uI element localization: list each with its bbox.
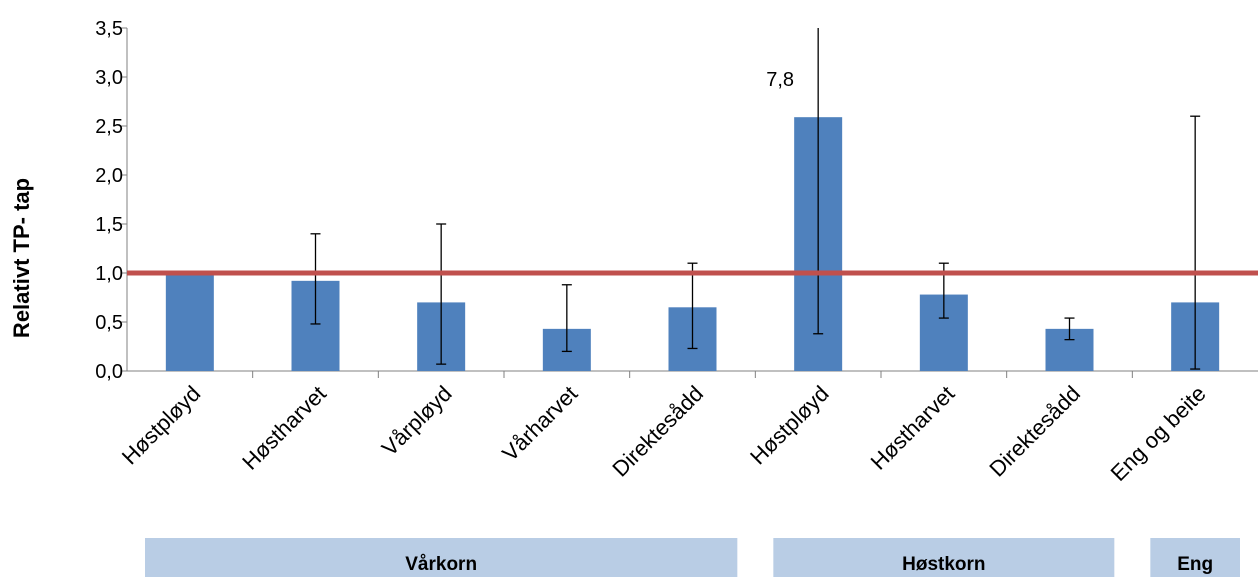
category-group-label: Eng: [1177, 554, 1213, 575]
category-label: Eng og beite: [1106, 381, 1211, 486]
y-tick-label: 2,0: [95, 165, 123, 187]
category-label: Høstpløyd: [745, 381, 834, 470]
y-axis-title: Relativt TP- tap: [9, 178, 34, 338]
y-tick-label: 2,5: [95, 116, 123, 138]
bars: [165, 117, 1220, 372]
y-tick-label: 3,5: [95, 18, 123, 40]
annotations: 7,8: [766, 69, 794, 91]
category-group-label: Høstkorn: [902, 554, 985, 575]
category-label: Høstharvet: [866, 381, 960, 475]
category-group-bands: Vårkorn Høstkorn Eng: [145, 538, 1240, 577]
x-axis-labels: Høstpløyd Høstharvet Vårpløyd Vårharvet Dire…: [117, 381, 1211, 486]
y-axis-ticks: 0,0 0,5 1,0 1,5 2,0 2,5 3,0 3,5: [95, 18, 127, 383]
category-group-band: [145, 538, 738, 577]
y-tick-label: 1,0: [95, 263, 123, 285]
y-tick-label: 3,0: [95, 67, 123, 89]
x-axis-ticks: [252, 371, 1133, 378]
category-label: Direktesådd: [984, 381, 1085, 482]
category-label: Direktesådd: [607, 381, 708, 482]
y-tick-label: 1,5: [95, 214, 123, 236]
category-group-label: Vårkorn: [405, 554, 477, 575]
error-bars: [310, 28, 1201, 370]
category-group-band: [773, 538, 1115, 577]
category-label: Vårharvet: [497, 381, 582, 466]
category-group-band: [1150, 538, 1240, 577]
category-label: Vårpløyd: [377, 381, 457, 461]
y-tick-label: 0,0: [95, 361, 123, 383]
category-label: Høstharvet: [237, 381, 331, 475]
y-tick-label: 0,5: [95, 312, 123, 334]
bar: [165, 273, 214, 371]
category-label: Høstpløyd: [117, 381, 206, 470]
error-bar-annotation: 7,8: [766, 69, 794, 91]
